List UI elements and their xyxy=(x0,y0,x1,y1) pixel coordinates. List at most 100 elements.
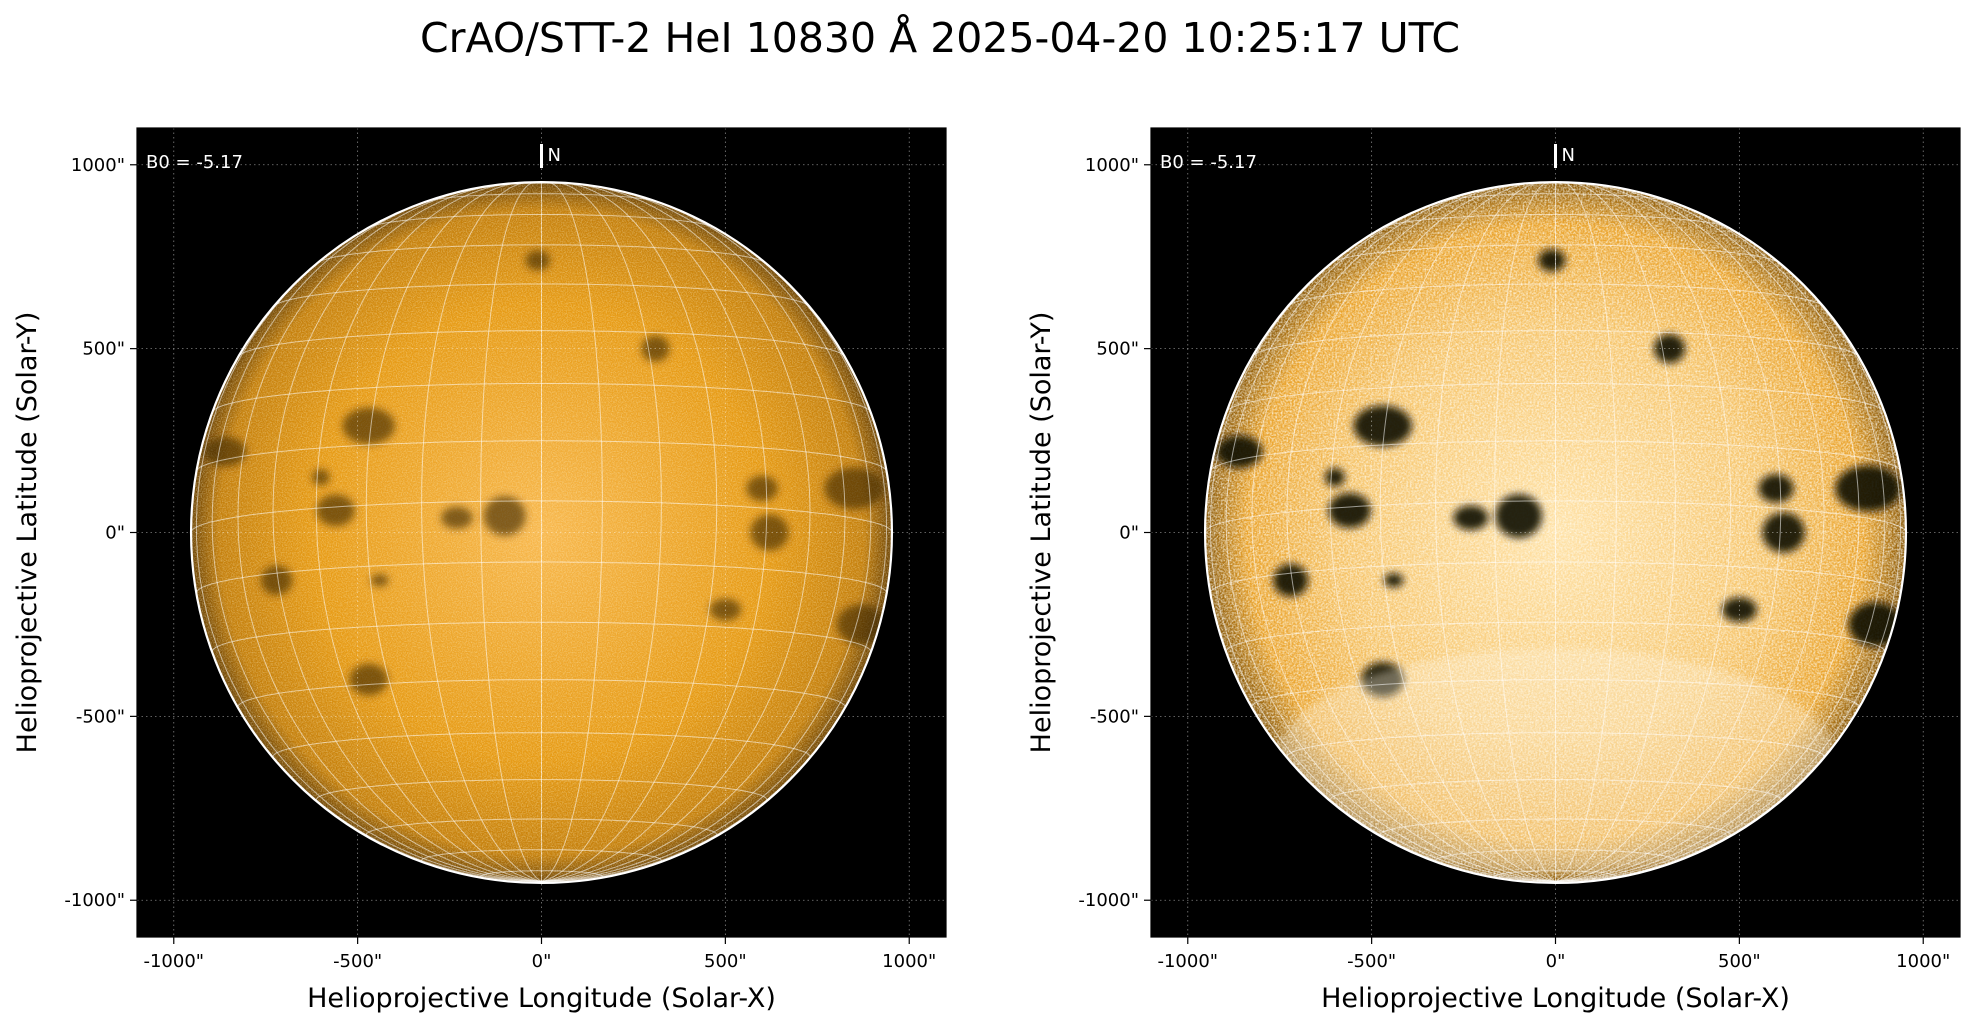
dark-feature xyxy=(1848,602,1903,647)
y-tick-label: -1000" xyxy=(64,890,125,911)
grid-line xyxy=(541,183,768,882)
dark-feature xyxy=(1328,493,1371,528)
y-axis-label: Helioprojective Latitude (Solar-Y) xyxy=(12,312,43,754)
dark-feature xyxy=(750,514,789,551)
dark-feature xyxy=(261,565,293,596)
dark-feature xyxy=(316,494,355,527)
grid-line xyxy=(1286,732,1825,759)
grid-line xyxy=(541,193,872,882)
grid-line xyxy=(1209,221,1556,882)
b0-label: B0 = -5.17 xyxy=(1160,152,1257,173)
grid-line xyxy=(1494,181,1556,882)
grid-line xyxy=(541,181,662,882)
grid-line xyxy=(211,621,872,652)
grid-line xyxy=(195,221,542,882)
x-tick-label: 500" xyxy=(704,951,747,972)
grid-line xyxy=(195,561,888,594)
dark-feature xyxy=(1762,512,1805,553)
b0-label: B0 = -5.17 xyxy=(146,152,243,173)
dark-feature xyxy=(441,506,473,529)
grid-line xyxy=(541,182,718,882)
grid-line xyxy=(315,183,542,882)
right-panel: -1000" -500" 0" 500" 1000" 1000" 500" 0"… xyxy=(1026,127,1961,1014)
grid-line xyxy=(421,181,542,882)
grid-line xyxy=(211,383,872,413)
y-axis-label: Helioprojective Latitude (Solar-Y) xyxy=(1026,312,1057,754)
dark-feature xyxy=(1453,505,1489,530)
grid-line xyxy=(274,283,809,307)
y-tick-label: 500" xyxy=(82,339,125,360)
grid-line xyxy=(541,181,603,882)
grid-line xyxy=(1555,193,1886,882)
grid-line xyxy=(1555,181,1617,882)
grid-line xyxy=(541,221,888,882)
x-tick-label: -1000" xyxy=(143,951,204,972)
plot-frame xyxy=(1150,127,1961,938)
grid-line xyxy=(1329,779,1782,803)
dark-feature xyxy=(1538,249,1566,272)
grid-line xyxy=(1225,621,1886,652)
grid-line xyxy=(365,182,542,882)
x-axis-label: Helioprojective Longitude (Solar-X) xyxy=(1321,983,1790,1014)
north-label: N xyxy=(548,145,561,166)
grid-line xyxy=(272,732,811,759)
dark-feature xyxy=(483,496,526,536)
left-panel: -1000" -500" 0" 500" 1000" 1000" 500" 0"… xyxy=(12,127,947,1014)
grid-line xyxy=(315,779,768,803)
grid-line xyxy=(1288,283,1823,307)
grid-line xyxy=(1286,184,1556,882)
north-label: N xyxy=(1562,145,1575,166)
dark-feature xyxy=(312,469,330,486)
y-tick-label: 500" xyxy=(1096,339,1139,360)
dark-feature xyxy=(1758,474,1794,503)
x-tick-label: 0" xyxy=(532,951,552,972)
grid-line xyxy=(318,244,765,263)
x-tick-label: -500" xyxy=(333,951,382,972)
x-tick-label: 1000" xyxy=(1896,951,1950,972)
x-tick-label: -500" xyxy=(1347,951,1396,972)
grid-line xyxy=(1555,182,1732,882)
y-tick-label: 0" xyxy=(1119,523,1139,544)
figure-title: CrAO/STT-2 HeI 10830 Å 2025-04-20 10:25:… xyxy=(420,14,1460,62)
dark-feature xyxy=(204,436,247,467)
dark-feature xyxy=(371,574,389,587)
x-tick-label: 0" xyxy=(1546,951,1566,972)
grid-line xyxy=(1435,181,1556,882)
grid-line xyxy=(190,500,893,533)
grid-line xyxy=(480,181,542,882)
y-tick-labels: 1000" 500" 0" -500" -1000" xyxy=(64,155,125,911)
plot-frame xyxy=(136,127,947,938)
y-tick-labels: 1000" 500" 0" -500" -1000" xyxy=(1078,155,1139,911)
grid-line xyxy=(1225,193,1556,882)
dark-feature xyxy=(836,604,886,645)
coordinate-grid xyxy=(1203,180,1908,885)
grid-line xyxy=(426,193,657,203)
grid-line xyxy=(1555,181,1676,882)
grid-line xyxy=(1435,849,1676,863)
dark-feature xyxy=(746,475,778,502)
grid-line xyxy=(1555,183,1782,882)
grid-line xyxy=(1555,221,1902,882)
grid-line xyxy=(1251,679,1860,709)
dark-feature xyxy=(1353,405,1412,447)
grid-line xyxy=(1332,244,1779,263)
y-tick-label: 0" xyxy=(105,523,125,544)
y-tick-label: 1000" xyxy=(1085,155,1139,176)
y-tick-label: -500" xyxy=(76,706,125,727)
dark-feature xyxy=(342,407,395,445)
y-tick-label: -500" xyxy=(1090,706,1139,727)
grid-line xyxy=(365,818,718,838)
grid-line xyxy=(1555,184,1825,882)
x-tick-label: 1000" xyxy=(882,951,936,972)
grid-line xyxy=(1204,500,1907,533)
dark-feature xyxy=(824,467,884,510)
axis-ticks xyxy=(130,164,910,944)
x-axis-label: Helioprojective Longitude (Solar-X) xyxy=(307,983,776,1014)
dark-feature xyxy=(349,663,388,696)
grid-line xyxy=(1210,440,1901,472)
grid-line xyxy=(1209,561,1902,594)
x-tick-labels: -1000" -500" 0" 500" 1000" xyxy=(1157,951,1950,972)
x-tick-label: -1000" xyxy=(1157,951,1218,972)
grid-line xyxy=(211,193,542,882)
dark-feature xyxy=(1384,573,1404,588)
